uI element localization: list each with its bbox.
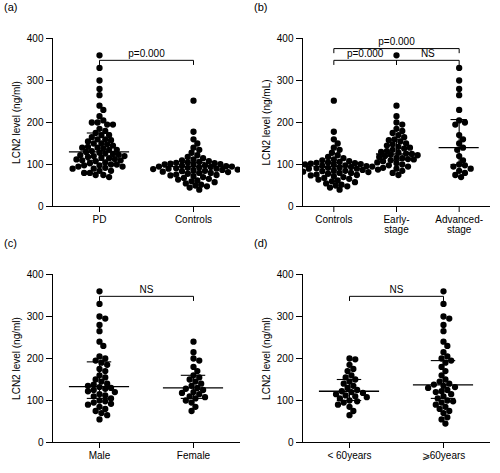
svg-text:Controls: Controls	[315, 214, 352, 225]
svg-text:p=0.000: p=0.000	[128, 48, 165, 59]
svg-text:Early-stage: Early-stage	[383, 214, 409, 235]
svg-text:300: 300	[277, 311, 294, 322]
svg-text:100: 100	[27, 159, 44, 170]
svg-text:NS: NS	[390, 284, 404, 295]
svg-text:Controls: Controls	[175, 214, 212, 225]
svg-text:300: 300	[27, 311, 44, 322]
svg-text:400: 400	[27, 33, 44, 44]
svg-text:400: 400	[277, 33, 294, 44]
svg-text:0: 0	[288, 437, 294, 448]
svg-text:Male: Male	[89, 450, 111, 461]
svg-text:0: 0	[38, 437, 44, 448]
svg-text:NS: NS	[140, 284, 154, 295]
svg-text:400: 400	[27, 269, 44, 280]
svg-text:100: 100	[27, 395, 44, 406]
svg-text:LCN2 level (ng/ml): LCN2 level (ng/ml)	[11, 81, 22, 164]
svg-text:NS: NS	[421, 48, 435, 59]
svg-text:LCN2 level (ng/mL): LCN2 level (ng/mL)	[261, 79, 272, 165]
svg-text:0: 0	[288, 201, 294, 212]
svg-text:100: 100	[277, 159, 294, 170]
svg-text:200: 200	[27, 353, 44, 364]
html-text:(d): (d)	[254, 237, 268, 249]
svg-text:0: 0	[38, 201, 44, 212]
svg-text:< 60years: < 60years	[327, 450, 371, 461]
svg-text:LCN2 level (ng/ml): LCN2 level (ng/ml)	[261, 317, 272, 400]
svg-text:200: 200	[27, 117, 44, 128]
svg-text:Advanced-stage: Advanced-stage	[435, 214, 483, 235]
svg-text:200: 200	[277, 353, 294, 364]
svg-text:LCN2 level (ng/ml): LCN2 level (ng/ml)	[11, 317, 22, 400]
html-text:(a): (a)	[4, 1, 18, 13]
svg-text:p=0.000: p=0.000	[378, 36, 415, 47]
svg-text:⩾60years: ⩾60years	[422, 450, 466, 461]
svg-text:Female: Female	[177, 450, 211, 461]
svg-text:200: 200	[277, 117, 294, 128]
svg-text:100: 100	[277, 395, 294, 406]
svg-text:p=0.000: p=0.000	[347, 48, 384, 59]
svg-text:300: 300	[277, 75, 294, 86]
html-text:(b): (b)	[254, 1, 268, 13]
html-text:(c): (c)	[4, 237, 17, 249]
svg-text:400: 400	[277, 269, 294, 280]
svg-text:PD: PD	[93, 214, 107, 225]
svg-text:300: 300	[27, 75, 44, 86]
